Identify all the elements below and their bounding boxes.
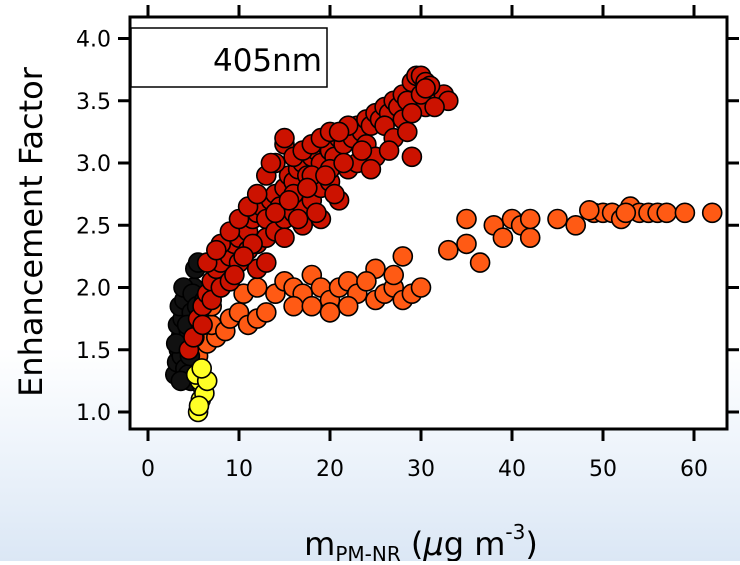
data-point [206, 239, 227, 261]
legend-box: 405nm [130, 27, 328, 88]
y-tick-label: 1.0 [76, 401, 111, 426]
data-point [401, 102, 423, 124]
x-axis-label-mu: μ [422, 525, 443, 561]
data-point [519, 208, 541, 230]
data-point [547, 208, 568, 230]
data-point [246, 277, 268, 298]
data-point [328, 121, 350, 143]
y-tick-label: 4.0 [76, 28, 111, 53]
x-axis-label-main: m [304, 525, 335, 561]
data-point [674, 202, 696, 224]
data-point [274, 227, 295, 248]
data-point [356, 270, 377, 292]
y-tick-label: 2.5 [76, 214, 111, 239]
legend-label: 405nm [213, 43, 322, 79]
x-axis-label-close: ) [525, 525, 537, 561]
x-tick-label: 0 [141, 457, 155, 482]
x-axis-label-open: ( [401, 525, 424, 561]
data-points [165, 65, 723, 423]
y-tick-label: 3.0 [76, 152, 111, 177]
data-point [401, 146, 423, 168]
data-point [410, 277, 432, 298]
data-point [233, 246, 254, 267]
y-tick-label: 3.5 [76, 90, 111, 115]
data-point [265, 202, 286, 224]
data-point [324, 183, 345, 205]
data-point [296, 177, 318, 199]
data-point [578, 200, 600, 221]
data-point [456, 208, 477, 230]
x-tick-label: 10 [225, 457, 253, 482]
data-point [283, 295, 304, 317]
x-axis-label-mid: g m [444, 525, 506, 561]
data-point [255, 302, 277, 323]
x-tick-label: 30 [407, 457, 435, 482]
data-point [456, 233, 477, 255]
data-point [274, 127, 295, 149]
y-tick-label: 2.0 [76, 277, 111, 302]
x-axis-label-sub: PM-NR [335, 542, 400, 561]
data-point [260, 152, 282, 174]
data-point [246, 183, 268, 205]
data-point [415, 78, 436, 99]
data-point [255, 252, 277, 273]
x-tick-label: 50 [589, 457, 617, 482]
data-point [333, 152, 354, 174]
data-point [701, 202, 723, 224]
data-point [301, 295, 323, 317]
plot-frame [128, 15, 729, 431]
data-point [519, 227, 541, 248]
data-point [615, 202, 637, 224]
x-tick-label: 40 [498, 457, 526, 482]
data-point [437, 239, 459, 261]
data-point [306, 202, 327, 224]
data-point [492, 227, 514, 248]
data-point [392, 246, 414, 267]
x-tick-label: 60 [680, 457, 708, 482]
data-point [565, 215, 587, 236]
data-point [656, 202, 678, 224]
data-point [383, 264, 405, 286]
data-point [360, 158, 382, 180]
data-point [424, 96, 445, 118]
data-point [192, 314, 213, 336]
data-point [351, 140, 373, 161]
data-point [188, 395, 210, 417]
data-point [337, 295, 359, 317]
data-point [224, 264, 245, 286]
data-point [287, 208, 309, 230]
x-tick-label: 20 [316, 457, 344, 482]
y-tick-label: 1.5 [76, 339, 111, 364]
axis-ticks: 0 10 20 30 40 50 60 1.0 1.5 2.0 2.5 3.0 3.5 4.0 [76, 5, 739, 482]
x-axis-label: mPM-NR (μg m-3) [304, 520, 538, 561]
data-point [278, 190, 300, 211]
x-axis-label-sup: -3 [505, 520, 525, 544]
data-point [396, 121, 418, 143]
y-axis-label: Enhancement Factor [12, 66, 50, 397]
data-point [315, 165, 336, 186]
data-point [319, 302, 341, 323]
data-point [469, 252, 491, 273]
data-point [378, 140, 400, 161]
data-point [191, 358, 212, 379]
